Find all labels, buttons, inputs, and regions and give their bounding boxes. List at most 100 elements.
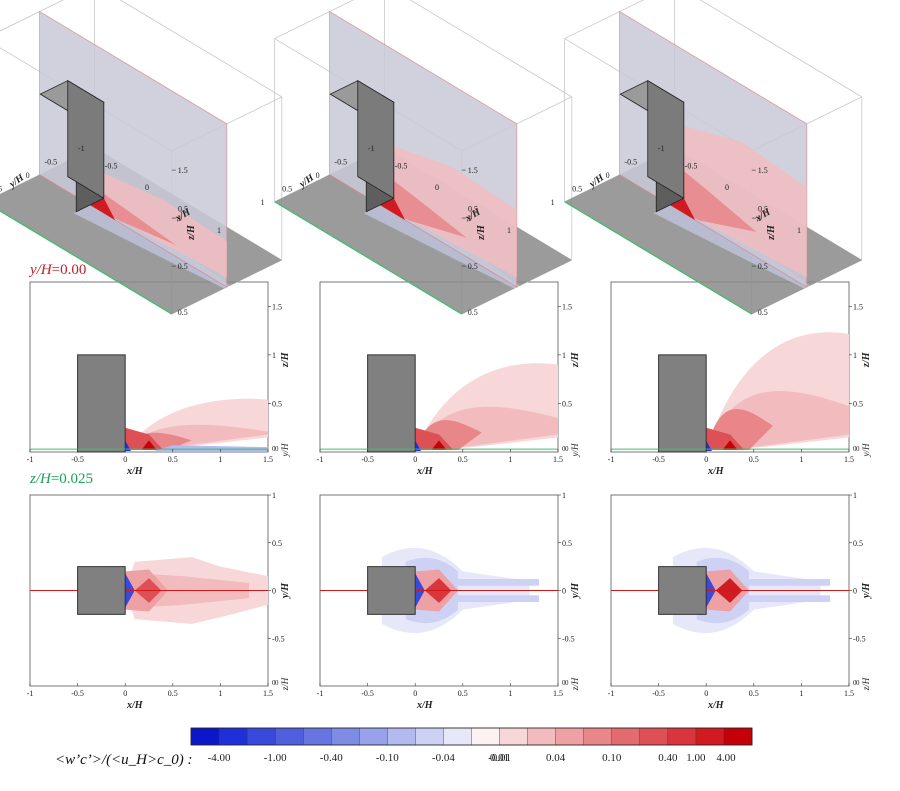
x-tick-label: -1 bbox=[317, 689, 324, 698]
z-tick-label: 1 bbox=[272, 351, 276, 360]
y-axis-label: y/H bbox=[570, 582, 581, 599]
y-tick-label: 0 bbox=[26, 171, 30, 180]
z-tick-label: 1 bbox=[853, 351, 857, 360]
colorbar-swatch bbox=[611, 727, 641, 746]
y-tick-label: -1 bbox=[368, 144, 375, 153]
z-tick-label: 1.5 bbox=[272, 302, 282, 311]
x-tick-label: -1 bbox=[27, 689, 34, 698]
colorbar-tick-label: -0.40 bbox=[320, 752, 343, 764]
z-tick-label: 1.5 bbox=[178, 166, 188, 175]
plume-band bbox=[141, 440, 157, 451]
y-tick-label: 0 bbox=[856, 445, 860, 453]
z-axis-label: z/H bbox=[570, 677, 580, 691]
colorbar-tick-label: 4.00 bbox=[716, 752, 736, 764]
colorbar-tick-label: 1.00 bbox=[686, 752, 706, 764]
plume-layer bbox=[380, 146, 517, 278]
z-tick-label: 0 bbox=[565, 679, 569, 687]
y-tick-label: -0.5 bbox=[334, 157, 347, 166]
x-tick-label: -1 bbox=[27, 455, 34, 464]
colorbar-tick-label: 0.04 bbox=[546, 752, 566, 764]
y-tick-label: 0.5 bbox=[572, 184, 582, 193]
z-tick-label: 0 bbox=[853, 679, 857, 687]
box-edge bbox=[119, 0, 283, 98]
building-footprint bbox=[367, 566, 416, 615]
building-front bbox=[357, 79, 395, 199]
z-axis-label: z/H bbox=[280, 677, 290, 691]
y-tick-label: 0 bbox=[853, 445, 857, 453]
z-tick-label: 0 bbox=[272, 679, 276, 687]
y-tick-label: 1 bbox=[853, 491, 857, 500]
y-tick-label: 0 bbox=[853, 587, 857, 596]
3d-view-panel-2: 0.511.5z/H0.510.50-0.5-1y/H-0.500.51x/H bbox=[261, 0, 573, 317]
colorbar-tick-label: 0.10 bbox=[602, 752, 622, 764]
x-tick-label: 0.5 bbox=[468, 205, 478, 214]
x-tick-label: -0.5 bbox=[71, 689, 84, 698]
x-tick-label: 0 bbox=[123, 689, 127, 698]
colorbar-swatch bbox=[415, 727, 444, 746]
y-tick-label: 1 bbox=[272, 491, 276, 500]
plume-layer bbox=[90, 173, 227, 278]
z-tick-label: 0.5 bbox=[272, 399, 282, 408]
building-front bbox=[647, 79, 685, 199]
building-block bbox=[367, 354, 416, 453]
x-tick-label: -0.5 bbox=[395, 161, 408, 170]
x-tick-label: 1.5 bbox=[263, 455, 273, 464]
colorbar-swatch bbox=[695, 727, 725, 746]
3d-view-panel-3: 0.511.5z/H0.510.50-0.5-1y/H-0.500.51x/H bbox=[551, 0, 863, 317]
colorbar-tick-label: -0.04 bbox=[432, 752, 455, 764]
y-tick-label: 0 bbox=[562, 587, 566, 596]
colorbar-swatch bbox=[583, 727, 613, 746]
z-tick-label: 1.5 bbox=[853, 302, 863, 311]
x-tick-label: 1 bbox=[507, 226, 511, 235]
colorbar-swatch bbox=[443, 727, 473, 746]
row3-val: =0.025 bbox=[50, 471, 94, 487]
colorbar-tick-label: -4.00 bbox=[208, 752, 231, 764]
x-tick-label: -0.5 bbox=[105, 161, 118, 170]
colorbar-tick-label: 0.40 bbox=[658, 752, 678, 764]
y-tick-label: -0.5 bbox=[44, 157, 57, 166]
x-tick-label: -0.5 bbox=[652, 455, 665, 464]
x-axis-label: x/H bbox=[416, 700, 434, 711]
y-tick-label: 0.5 bbox=[562, 539, 572, 548]
colorbar-swatch bbox=[246, 727, 276, 746]
z-tick-label: 0.5 bbox=[853, 399, 863, 408]
z-tick-label: 1 bbox=[758, 214, 762, 223]
x-tick-label: -0.5 bbox=[685, 161, 698, 170]
colorbar-tick-label: -1.00 bbox=[264, 752, 287, 764]
x-tick-label: -1 bbox=[608, 455, 615, 464]
y-tick-label: 0 bbox=[272, 445, 276, 453]
z-axis-label: z/H bbox=[186, 224, 197, 241]
colorbar-swatch bbox=[303, 727, 332, 746]
z-tick-label: 0 bbox=[856, 679, 860, 687]
y-axis-label: y/H bbox=[861, 582, 872, 599]
plume-band bbox=[706, 427, 745, 451]
negative-band bbox=[749, 579, 830, 586]
vertical-plane-panel-2: -1 -0.5 0 0.5 1 1.50.511.50 0z/Hy/Hx/H bbox=[317, 281, 581, 477]
x-tick-label: 1 bbox=[799, 455, 803, 464]
y-tick-label: -0.5 bbox=[624, 157, 637, 166]
horizontal-plane-panel-1: -1 -0.5 0 0.5 1 1.5-0.500.510 0y/Hz/Hx/H bbox=[27, 491, 291, 711]
colorbar-title: <w’c’>/(<u_H>c_0) : bbox=[55, 752, 193, 768]
x-tick-label: 0.5 bbox=[458, 689, 468, 698]
x-tick-label: -0.5 bbox=[361, 455, 374, 464]
colorbar-swatch bbox=[723, 727, 753, 746]
colorbar-tick-label: -0.10 bbox=[376, 752, 399, 764]
z-axis-label: z/H bbox=[476, 224, 487, 241]
z-axis-label: z/H bbox=[766, 224, 777, 241]
x-axis-label: x/H bbox=[416, 466, 434, 477]
x-tick-label: 0 bbox=[413, 455, 417, 464]
y-tick-label: 0 bbox=[562, 445, 566, 453]
x-tick-label: 1.5 bbox=[553, 455, 563, 464]
horizontal-plane-panel-2: -1 -0.5 0 0.5 1 1.5-0.500.510 0y/Hz/Hx/H bbox=[317, 491, 581, 711]
building-footprint bbox=[658, 566, 707, 615]
colorbar-frame bbox=[190, 727, 753, 746]
colorbar-swatch bbox=[667, 727, 697, 746]
z-tick-label: 0.5 bbox=[468, 308, 478, 317]
box-edge bbox=[409, 0, 573, 98]
colorbar-swatch bbox=[274, 727, 304, 746]
x-tick-label: 0.5 bbox=[749, 455, 759, 464]
x-tick-label: -1 bbox=[608, 689, 615, 698]
x-tick-label: 0 bbox=[123, 455, 127, 464]
y-tick-label: 0 bbox=[275, 445, 279, 453]
x-tick-label: 0 bbox=[704, 689, 708, 698]
